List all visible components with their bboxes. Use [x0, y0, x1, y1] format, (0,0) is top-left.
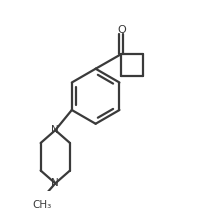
Text: N: N	[51, 125, 59, 135]
Text: O: O	[116, 25, 125, 35]
Text: CH₃: CH₃	[32, 200, 51, 208]
Text: N: N	[51, 178, 59, 188]
